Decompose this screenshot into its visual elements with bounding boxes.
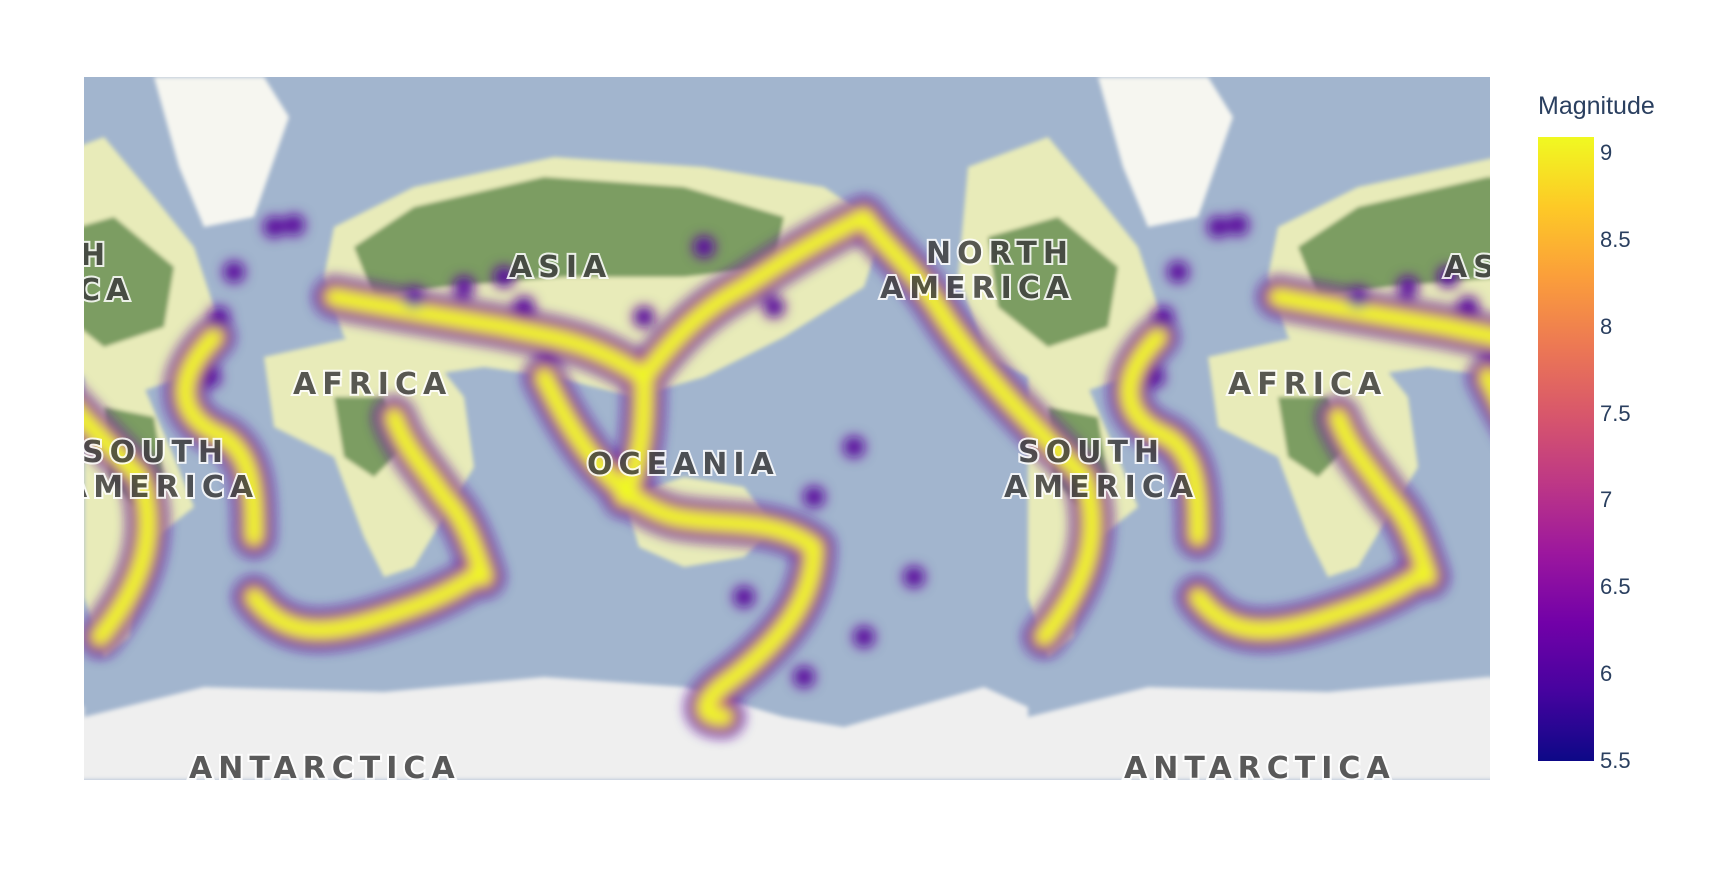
ring-of-fire-asia-arc-core: [616, 369, 652, 505]
alaska-aleutians-core: [84, 408, 148, 485]
americas-west-coast-core: [1036, 469, 1100, 645]
density-mapbox-plot[interactable]: H CA ASIA NORTH AMERICA AFRICA SOUTH AME…: [84, 77, 1490, 780]
north-america-forest: [988, 217, 1118, 347]
colorbar-gradient: [1538, 137, 1594, 761]
colorbar-title: Magnitude: [1538, 92, 1655, 120]
earthquake-hotspot: [403, 286, 425, 308]
alaska-aleutians-core: [856, 209, 1092, 485]
continent-label: AMERICA: [1004, 470, 1199, 505]
earthquake-hotspot: [263, 216, 285, 238]
ring-of-fire-west-core: [636, 209, 872, 385]
continent-label: ASIA: [1444, 250, 1490, 285]
earthquake-hotspot: [1227, 214, 1249, 236]
earthquake-hotspot: [1207, 216, 1229, 238]
alpide-belt-core: [326, 289, 652, 385]
earthquake-hotspot: [853, 626, 875, 648]
indonesia-arc-core: [536, 369, 822, 555]
earthquake-hotspot: [633, 306, 655, 328]
earthquake-hotspot: [1457, 296, 1479, 318]
mid-atlantic-ridge-core: [177, 329, 262, 545]
earthquake-hotspot: [903, 566, 925, 588]
continent-label: CA: [84, 273, 135, 308]
americas-west-coast-core: [92, 469, 156, 645]
colorbar-tick: 7: [1600, 487, 1613, 512]
colorbar-tick: 5.5: [1600, 748, 1631, 773]
colorbar-tick: 8.5: [1600, 227, 1631, 252]
earthquake-hotspot: [493, 266, 515, 288]
continent-label: SOUTH: [1018, 435, 1165, 470]
alpide-belt-core: [1270, 289, 1490, 344]
antarctica-landmass: [1028, 677, 1490, 780]
continent-label: ASIA: [509, 250, 612, 285]
greenland-landmass: [154, 77, 289, 227]
asia-forest: [1298, 177, 1490, 297]
continent-label: H: [84, 238, 111, 273]
earthquake-hotspot: [1167, 261, 1189, 283]
mid-atlantic-ridge-core: [1121, 329, 1206, 545]
earthquake-hotspot: [803, 486, 825, 508]
colorbar-tick: 6.5: [1600, 574, 1631, 599]
earthquake-hotspot: [453, 276, 475, 298]
continent-label: ANTARCTICA: [189, 751, 461, 780]
antarctica-landmass: [84, 677, 1028, 780]
continent-label: AMERICA: [84, 470, 259, 505]
indian-ocean-ridge-core: [1330, 409, 1436, 585]
continent-label: AMERICA: [880, 271, 1075, 306]
continent-label: OCEANIA: [587, 447, 780, 482]
colorbar-tick: 7.5: [1600, 401, 1631, 426]
colorbar-tick: 8: [1600, 314, 1613, 339]
greenland-landmass: [1098, 77, 1233, 227]
heatmap-layer: [84, 197, 1490, 737]
colorbar: Magnitude 9 8.5 8 7.5 7 6.5 6 5.5: [1538, 92, 1728, 792]
continent-label: ANTARCTICA: [1124, 751, 1396, 780]
south-atlantic-ridge-core: [1190, 569, 1426, 639]
earthquake-hotspot: [513, 296, 535, 318]
colorbar-tick: 9: [1600, 140, 1613, 165]
new-zealand-tonga-core: [697, 539, 822, 725]
earthquake-hotspot: [1397, 276, 1419, 298]
colorbar-tick: 6: [1600, 661, 1613, 686]
earthquake-hotspot: [1152, 306, 1174, 328]
earthquake-hotspot: [283, 214, 305, 236]
continent-label: SOUTH: [84, 435, 229, 470]
continent-label: AFRICA: [1228, 367, 1387, 402]
earthquake-hotspot: [793, 666, 815, 688]
north-america-forest: [84, 217, 174, 347]
asia-forest: [354, 177, 784, 297]
earthquake-hotspot: [1437, 266, 1459, 288]
earthquake-hotspot: [843, 436, 865, 458]
continent-label: NORTH: [926, 236, 1074, 271]
south-atlantic-ridge-core: [246, 569, 482, 639]
earthquake-hotspot: [1347, 286, 1369, 308]
earthquake-hotspot: [223, 261, 245, 283]
earthquake-hotspot: [763, 296, 785, 318]
earthquake-hotspot: [733, 586, 755, 608]
continent-label: AFRICA: [293, 367, 452, 402]
map-labels: H CA ASIA NORTH AMERICA AFRICA SOUTH AME…: [84, 234, 1490, 780]
earthquake-hotspot: [693, 236, 715, 258]
earthquake-hotspot: [208, 306, 230, 328]
indian-ocean-ridge-core: [386, 409, 492, 585]
